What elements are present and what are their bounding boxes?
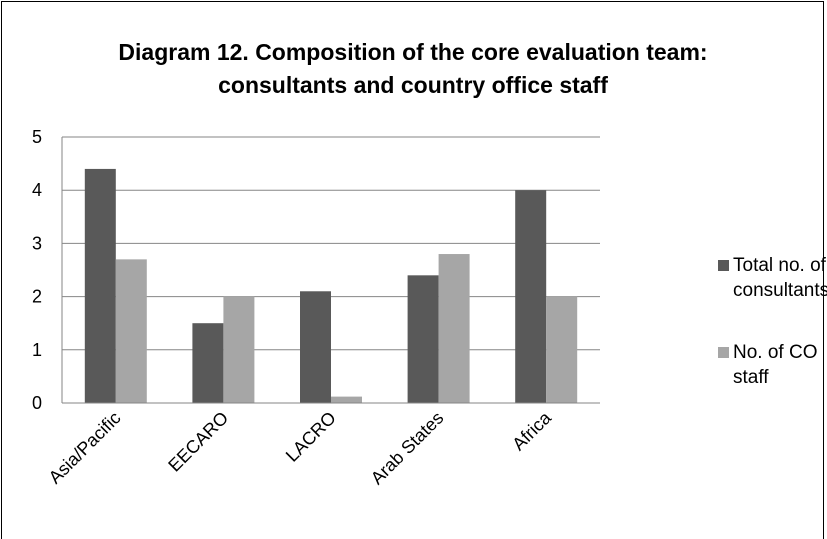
x-tick-label: Asia/Pacific (45, 408, 125, 488)
legend-swatch (718, 347, 729, 358)
legend-swatch (718, 260, 729, 271)
bar (331, 396, 362, 403)
bar (192, 323, 224, 403)
bar (546, 296, 578, 403)
bar (515, 190, 547, 403)
x-tick-label: Africa (508, 407, 555, 454)
chart-title: Diagram 12. Composition of the core eval… (118, 39, 708, 98)
y-tick-label: 0 (32, 393, 42, 413)
y-tick-label: 5 (32, 127, 42, 147)
bar (300, 291, 331, 403)
x-tick-label: Arab States (367, 408, 448, 489)
bar (407, 275, 439, 403)
legend-label: No. of CO staff (733, 342, 818, 388)
y-tick-label: 1 (32, 340, 42, 360)
bar (438, 254, 470, 403)
y-tick-label: 2 (32, 287, 42, 307)
bar (84, 168, 116, 403)
x-tick-label: EECARO (164, 408, 232, 476)
bar (115, 259, 147, 403)
y-tick-label: 3 (32, 233, 42, 253)
x-tick-label: LACRO (282, 408, 340, 466)
y-tick-label: 4 (32, 180, 42, 200)
bar (223, 296, 255, 403)
legend-label: Total no. of consultants (733, 255, 827, 301)
